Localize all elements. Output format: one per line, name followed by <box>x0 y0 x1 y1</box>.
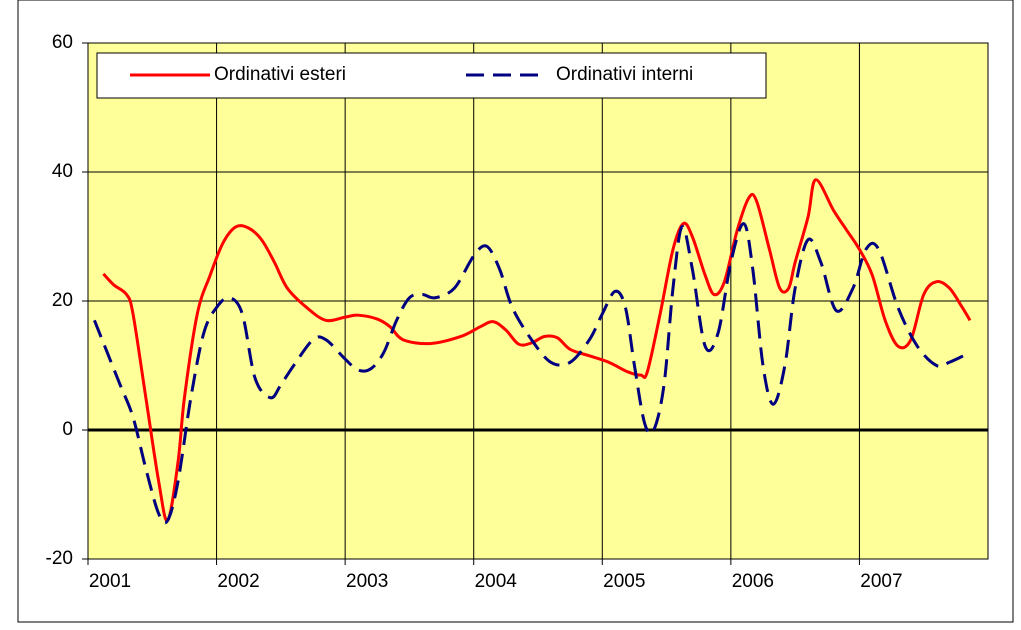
x-tick-label: 2003 <box>346 571 388 592</box>
x-tick-label: 2002 <box>217 571 259 592</box>
y-tick-label: 0 <box>62 419 73 440</box>
series-line <box>93 222 971 525</box>
x-tick-label: 2005 <box>603 571 645 592</box>
x-tick-label: 2001 <box>89 571 131 592</box>
x-tick-label: 2006 <box>732 571 774 592</box>
y-tick-label: 60 <box>52 32 73 53</box>
grid <box>82 42 989 565</box>
y-tick-label: 40 <box>52 161 73 182</box>
legend: Ordinativi esteri Ordinativi interni <box>96 52 767 99</box>
plot-border <box>87 42 989 560</box>
legend-label: Ordinativi esteri <box>214 64 346 85</box>
y-tick-label: 20 <box>52 290 73 311</box>
series-line <box>102 178 972 522</box>
lines <box>93 178 972 525</box>
legend-label: Ordinativi interni <box>556 64 693 85</box>
y-tick-label: -20 <box>46 548 73 569</box>
x-tick-label: 2007 <box>860 571 902 592</box>
x-tick-label: 2004 <box>475 571 518 592</box>
